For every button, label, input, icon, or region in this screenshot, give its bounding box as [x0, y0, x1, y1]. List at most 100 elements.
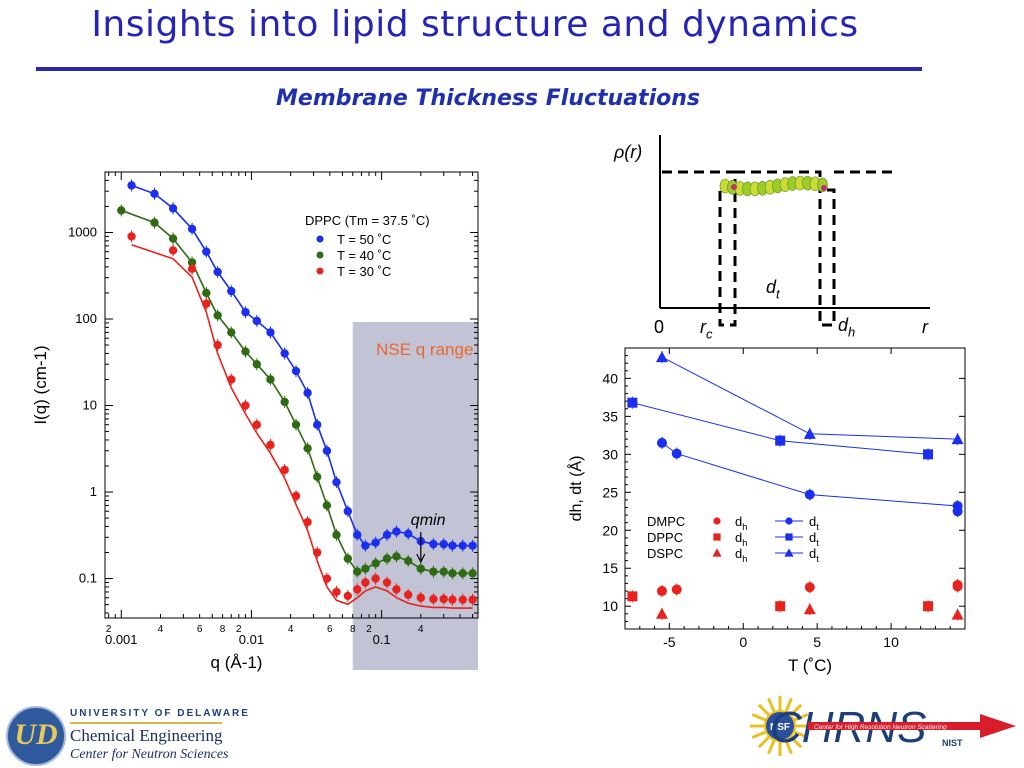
data-point-triangle: [951, 433, 964, 445]
legend-label: T = 40 ˚C: [337, 248, 391, 263]
data-point-blue: [322, 446, 332, 455]
y-tick-label: 15: [602, 560, 618, 576]
data-point-red: [187, 264, 197, 274]
nse-q-range-region: [352, 322, 478, 670]
x-minor-tick-label: 2: [366, 624, 372, 635]
x-minor-tick-label: 4: [418, 624, 424, 635]
data-point-red: [168, 246, 178, 255]
data-point-red: [313, 548, 322, 557]
nist-text: NIST: [942, 738, 963, 748]
data-point-green: [280, 397, 289, 407]
legend-dh-label: dh: [735, 546, 747, 564]
data-point-circle: [656, 437, 667, 448]
data-point-square: [775, 601, 786, 612]
data-point-blue: [403, 529, 413, 538]
legend-label: T = 50 ˚C: [337, 232, 391, 247]
lipid-headgroup: [821, 185, 827, 191]
rc-label: rc: [700, 317, 713, 341]
data-point-green: [332, 530, 341, 540]
y-tick-label: 10: [83, 398, 97, 413]
data-point-green: [117, 206, 126, 215]
data-point-blue: [202, 247, 211, 256]
data-point-square: [627, 591, 638, 602]
plot-frame: [104, 171, 479, 619]
data-point-green: [403, 556, 413, 566]
data-point-red: [213, 340, 222, 350]
legend-dh-marker: [713, 533, 721, 541]
data-point-green: [252, 360, 262, 369]
series-line: [661, 356, 958, 440]
data-point-blue: [150, 189, 159, 198]
data-point-blue: [343, 507, 353, 516]
y-axis-label: dh, dt (Å): [566, 456, 585, 522]
logo-divider: [70, 722, 222, 724]
data-point-triangle: [951, 608, 964, 620]
chrns-logo: NSFCHRNSCenter for High Resolution Neutr…: [750, 696, 1016, 756]
legend-dt-marker: [785, 533, 793, 541]
x-minor-tick-label: 6: [327, 624, 333, 635]
data-point-blue: [213, 267, 222, 277]
qmin-annotation: qmin: [411, 512, 446, 529]
fit-curve-red: [131, 244, 473, 609]
data-point-blue: [448, 541, 457, 550]
data-point-green: [392, 552, 401, 561]
data-point-square: [775, 435, 786, 446]
legend-marker: [316, 251, 324, 259]
starburst-ray: [783, 697, 793, 714]
legend-dh-marker: [713, 517, 721, 525]
data-point-red: [416, 593, 426, 602]
data-point-green: [343, 554, 353, 563]
x-tick-label: 10: [883, 634, 899, 650]
title-divider: [36, 67, 922, 71]
data-point-red: [343, 591, 353, 601]
data-point-blue: [168, 204, 178, 213]
data-point-blue: [266, 328, 275, 337]
x-minor-tick-label: 2: [106, 624, 112, 635]
legend-dt-marker: [784, 548, 794, 557]
data-point-green: [187, 258, 197, 267]
data-point-blue: [371, 538, 380, 547]
data-point-circle: [671, 584, 682, 595]
rho-axis-label: ρ(r): [613, 142, 642, 162]
department-name: Chemical Engineering: [70, 726, 223, 745]
thickness-vs-temperature-chart: 10 15 20 25 30 35 40 -5 0 5 10 T (˚C) dh, dt (Å) DMPC…: [566, 347, 966, 675]
data-point-red: [332, 587, 341, 597]
starburst-ray: [788, 734, 803, 749]
x-minor-tick-label: 4: [288, 624, 294, 635]
data-point-green: [371, 559, 380, 568]
data-point-blue: [439, 539, 448, 549]
legend-title: DPPC (Tm = 37.5 ˚C): [305, 213, 430, 228]
legend-marker: [316, 235, 324, 243]
data-point-green: [227, 328, 236, 337]
x-tick-label: 0.1: [373, 632, 391, 647]
starburst-ray: [767, 697, 777, 714]
data-point-blue: [291, 366, 301, 376]
data-point-red: [266, 440, 275, 450]
legend-dt-label: dt: [809, 514, 819, 532]
data-point-red: [382, 578, 392, 587]
data-point-red: [353, 585, 362, 594]
data-point-red: [227, 375, 236, 384]
starburst-ray: [757, 734, 772, 749]
center-name: Center for Neutron Sciences: [70, 747, 229, 762]
starburst-ray: [788, 703, 803, 718]
y-tick-label: 1: [90, 484, 97, 499]
starburst-ray: [757, 703, 772, 718]
data-point-triangle: [655, 607, 668, 619]
x-tick-label: 5: [813, 634, 821, 650]
data-point-square: [923, 449, 934, 460]
data-point-blue: [458, 541, 467, 550]
x-axis-label: q (Å-1): [211, 653, 263, 672]
origin-label: 0: [654, 317, 664, 337]
data-point-blue: [332, 477, 341, 487]
data-point-red: [371, 574, 380, 583]
legend-marker: [316, 267, 324, 275]
data-point-circle: [952, 506, 963, 517]
data-point-red: [291, 491, 301, 501]
data-point-green: [382, 554, 392, 563]
data-point-green: [150, 218, 159, 227]
x-minor-tick-label: 2: [236, 624, 242, 635]
starburst-ray: [783, 738, 793, 755]
starburst-ray: [751, 729, 768, 739]
